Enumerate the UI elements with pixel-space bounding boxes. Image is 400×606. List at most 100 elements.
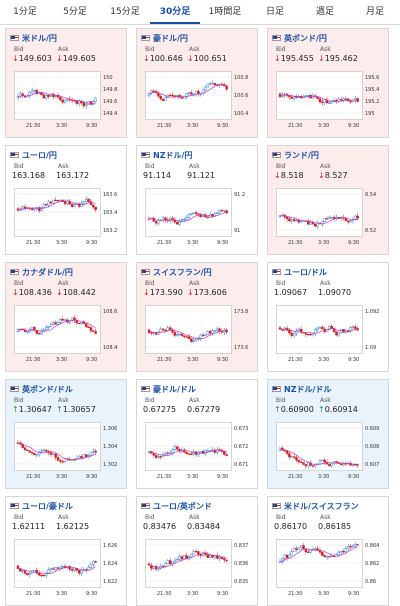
x-tick-label: 9:30 [217, 240, 228, 246]
candle [218, 209, 221, 214]
currency-card[interactable]: スイスフラン/円 Bid Ask ↓173.590 ↓173.606 173.8 173.6… [136, 262, 258, 372]
tab-3[interactable]: 30分足 [150, 0, 200, 24]
tab-1[interactable]: 5分足 [63, 7, 87, 17]
candle [321, 326, 324, 330]
y-tick-label: 1.622 [103, 579, 117, 585]
ask-price: 163.172 [56, 171, 90, 180]
x-tick-label: 21:30 [157, 591, 171, 597]
tab-6[interactable]: 週足 [315, 7, 334, 17]
candle [77, 456, 81, 459]
card-header: NZドル/円 [141, 149, 192, 161]
bid-label: Bid [14, 46, 24, 53]
candle [168, 452, 172, 454]
tab-2[interactable]: 15分足 [110, 7, 140, 17]
mini-chart[interactable]: 1.626 1.624 1.622 21:30 3:30 9:30 [14, 539, 118, 599]
candle [49, 201, 53, 204]
arrow-up-icon: ↑ [274, 405, 281, 414]
candle [302, 462, 305, 465]
mini-chart[interactable]: 0.864 0.862 0.86 21:30 3:30 9:30 [276, 539, 380, 599]
candle [56, 457, 60, 461]
currency-card[interactable]: NZドル/ドル Bid Ask ↑0.60900 ↑0.60914 0.609 0.608 0… [267, 379, 389, 489]
candle [161, 565, 165, 567]
mini-chart[interactable]: 0.609 0.608 0.607 21:30 3:30 9:30 [276, 422, 380, 482]
pair-name[interactable]: 豪ドル/ドル [153, 384, 196, 394]
pair-name[interactable]: ユーロ/英ポンド [153, 501, 212, 511]
pair-name[interactable]: スイスフラン/円 [153, 267, 212, 277]
mini-chart[interactable]: 1.306 1.304 1.302 21:30 3:30 9:30 [14, 422, 118, 482]
currency-card[interactable]: 豪ドル/ドル Bid Ask 0.67275 0.67279 0.673 0.672 0.67… [136, 379, 258, 489]
currency-card[interactable]: ユーロ/豪ドル Bid Ask 1.62111 1.62125 1.626 1.624 1.6… [5, 496, 127, 606]
currency-card[interactable]: 米ドル/円 Bid Ask ↓149.603 ↓149.605 150 149.8 149.6… [5, 28, 127, 138]
mini-chart[interactable]: 195.6 195.4 195.2 195 21:30 3:30 9:30 [276, 71, 380, 131]
currency-card[interactable]: NZドル/円 Bid Ask 91.114 91.121 91.2 91 21:30 3:30 9… [136, 145, 258, 255]
pair-name[interactable]: ランド/円 [284, 150, 319, 160]
mini-chart[interactable]: 0.673 0.672 0.671 21:30 3:30 9:30 [145, 422, 249, 482]
currency-card[interactable]: カナダドル/円 Bid Ask ↓108.436 ↓108.442 108.6 108.4 2… [5, 262, 127, 372]
y-tick-label: 1.304 [103, 444, 117, 450]
pair-name[interactable]: 英ポンド/円 [284, 33, 327, 43]
moving-average-line [17, 92, 96, 104]
pair-name[interactable]: カナダドル/円 [22, 267, 73, 277]
mini-chart[interactable]: 150 149.8 149.6 149.4 21:30 3:30 9:30 [14, 71, 118, 131]
tab-4[interactable]: 1時間足 [208, 7, 242, 17]
pair-name[interactable]: 米ドル/スイスフラン [284, 501, 359, 511]
mini-chart[interactable]: 173.8 173.6 21:30 3:30 9:30 [145, 305, 249, 365]
y-tick-label: 0.862 [365, 561, 379, 567]
candle [307, 551, 310, 553]
pair-name[interactable]: 米ドル/円 [22, 33, 57, 43]
mini-chart[interactable]: 163.6 163.4 163.2 21:30 3:30 9:30 [14, 188, 118, 248]
bid-price: 163.168 [12, 171, 46, 180]
bid-label: Bid [276, 280, 286, 287]
pair-name[interactable]: NZドル/ドル [284, 384, 332, 394]
bid-value: ↓108.436 [12, 288, 52, 297]
chart-svg: 0.609 0.608 0.607 21:30 3:30 9:30 [276, 422, 379, 480]
currency-card[interactable]: 英ポンド/円 Bid Ask ↓195.455 ↓195.462 195.6 195.4 19… [267, 28, 389, 138]
mini-chart[interactable]: 100.8 100.6 100.4 21:30 3:30 9:30 [145, 71, 249, 131]
currency-card[interactable]: ユーロ/ドル Bid Ask 1.09067 1.09070 1.092 1.09 21:30… [267, 262, 389, 372]
candle [206, 83, 210, 88]
bid-value: ↓173.590 [143, 288, 183, 297]
currency-card[interactable]: 米ドル/スイスフラン Bid Ask 0.86170 0.86185 0.864 0.862… [267, 496, 389, 606]
candle [321, 552, 324, 556]
candle [150, 565, 153, 569]
pair-name[interactable]: ユーロ/円 [22, 150, 57, 160]
mini-chart[interactable]: 108.6 108.4 21:30 3:30 9:30 [14, 305, 118, 365]
candle [354, 326, 357, 329]
currency-card[interactable]: 英ポンド/ドル Bid Ask ↑1.30647 ↑1.30657 1.306 1.304 1… [5, 379, 127, 489]
candle [351, 464, 355, 466]
candle [225, 85, 228, 90]
candle [349, 100, 352, 103]
candle [80, 456, 83, 458]
currency-card[interactable]: ランド/円 Bid Ask ↓8.518 ↓8.527 8.54 8.52 21:30 3:30… [267, 145, 389, 255]
plot-frame [145, 71, 232, 120]
pair-name[interactable]: NZドル/円 [153, 150, 193, 160]
x-tick-label: 21:30 [157, 123, 171, 129]
tab-5[interactable]: 日足 [265, 7, 284, 17]
candle [37, 573, 41, 576]
pair-name[interactable]: 豪ドル/円 [153, 33, 188, 43]
candle [164, 563, 167, 567]
currency-card[interactable]: ユーロ/英ポンド Bid Ask 0.83476 0.83484 0.837 0.836 0.… [136, 496, 258, 606]
chart-svg: 150 149.8 149.6 149.4 21:30 3:30 9:30 [14, 71, 117, 129]
card-header: スイスフラン/円 [141, 266, 212, 278]
tab-0[interactable]: 1分足 [13, 7, 37, 17]
currency-card[interactable]: 豪ドル/円 Bid Ask ↓100.646 ↓100.651 100.8 100.6 100… [136, 28, 258, 138]
bid-label: Bid [145, 514, 155, 521]
mini-chart[interactable]: 8.54 8.52 21:30 3:30 9:30 [276, 188, 380, 248]
candle [192, 339, 195, 342]
candle [73, 317, 76, 321]
mini-chart[interactable]: 1.092 1.09 21:30 3:30 9:30 [276, 305, 380, 365]
candle [92, 330, 95, 332]
candle [92, 450, 95, 453]
moving-average-line [148, 83, 227, 98]
mini-chart[interactable]: 0.837 0.836 0.835 21:30 3:30 9:30 [145, 539, 249, 599]
tab-7[interactable]: 月足 [365, 7, 384, 17]
chart-svg: 1.306 1.304 1.302 21:30 3:30 9:30 [14, 422, 117, 480]
candle [201, 334, 205, 336]
mini-chart[interactable]: 91.2 91 21:30 3:30 9:30 [145, 188, 249, 248]
pair-name[interactable]: ユーロ/豪ドル [22, 501, 73, 511]
pair-name[interactable]: ユーロ/ドル [284, 267, 327, 277]
candle [23, 570, 27, 574]
currency-card[interactable]: ユーロ/円 Bid Ask 163.168 163.172 163.6 163.4 163.2… [5, 145, 127, 255]
pair-name[interactable]: 英ポンド/ドル [22, 384, 73, 394]
